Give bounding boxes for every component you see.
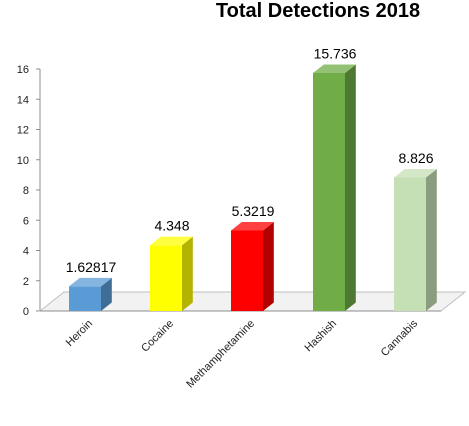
bar-top [231, 221, 274, 231]
data-label: 4.348 [154, 218, 189, 234]
x-category-label: Cannabis [379, 317, 421, 359]
bar-methamphetamine [231, 221, 274, 311]
y-tick-label: 12 [17, 125, 29, 137]
bar-top [394, 168, 437, 178]
y-tick-label: 14 [17, 94, 29, 106]
bar-top [69, 277, 112, 287]
bar-front [394, 177, 426, 311]
bar-hashish [313, 64, 356, 312]
y-tick-label: 8 [23, 185, 29, 197]
x-category-label: Heroin [64, 318, 95, 349]
x-category-label: Hashish [303, 318, 340, 355]
bar-front [69, 286, 101, 311]
bar-cannabis [394, 168, 437, 311]
bar-top [150, 236, 193, 246]
bar-side [101, 277, 112, 311]
bar-front [231, 230, 263, 311]
bar-side [182, 236, 193, 311]
data-label: 8.826 [398, 150, 433, 166]
bar-side [263, 221, 274, 311]
y-tick-label: 2 [23, 276, 29, 288]
y-tick-label: 16 [17, 64, 29, 76]
x-category-label: Methamphetamine [184, 318, 257, 391]
bar-side [426, 168, 437, 311]
data-label: 15.736 [314, 45, 357, 61]
data-label: 5.3219 [232, 203, 275, 219]
y-tick-label: 6 [23, 215, 29, 227]
y-tick-label: 0 [23, 306, 29, 318]
labels-layer: 1.62817 Heroin 4.348 Cocaine 5.3219 Methamphe… [64, 45, 434, 390]
bar-front [313, 72, 345, 311]
x-category-label: Cocaine [139, 318, 176, 355]
bar-front [150, 245, 182, 311]
y-tick-label: 4 [23, 246, 29, 258]
bar-top [313, 64, 356, 73]
y-tick-label: 10 [17, 155, 29, 167]
data-label: 1.62817 [66, 259, 117, 275]
bars-layer [69, 64, 437, 312]
bar-heroin [69, 277, 112, 311]
chart-title: Total Detections 2018 [216, 0, 420, 22]
bar-cocaine [150, 236, 193, 311]
bar-side [345, 64, 356, 312]
